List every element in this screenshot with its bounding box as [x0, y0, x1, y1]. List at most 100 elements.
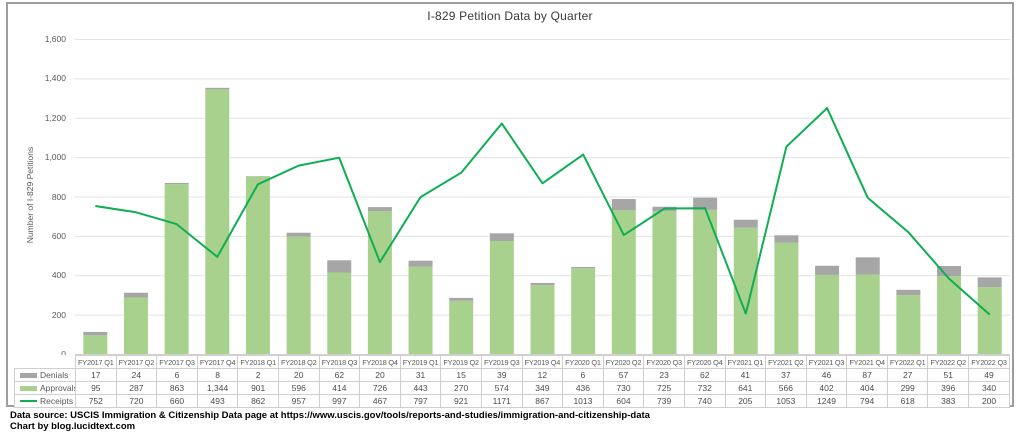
- value-cell: 725: [643, 381, 685, 395]
- y-tick-label: 200: [51, 309, 66, 320]
- bar-segment-approvals: [205, 89, 230, 355]
- value-cell: 752: [75, 394, 117, 408]
- value-cell: 574: [480, 381, 523, 395]
- y-tick-label: 0: [61, 349, 66, 359]
- bar-segment-denials: [855, 257, 880, 275]
- bar-segment-denials: [896, 289, 921, 296]
- value-cell: 732: [683, 381, 726, 395]
- value-cell: 794: [846, 394, 888, 408]
- value-cell: 660: [156, 394, 198, 408]
- value-cell: 1171: [480, 394, 523, 408]
- bar-segment-approvals: [286, 236, 311, 354]
- plot-area: [75, 39, 1010, 355]
- value-cell: 1,344: [196, 381, 239, 395]
- value-cell: 37: [765, 368, 807, 382]
- bar-segment-approvals: [83, 335, 108, 354]
- bar-segment-approvals: [977, 287, 1002, 354]
- bar-segment-denials: [164, 182, 189, 185]
- value-cell: 467: [359, 394, 401, 408]
- value-cell: 867: [521, 394, 564, 408]
- bar-segment-approvals: [367, 211, 392, 354]
- bar-segment-denials: [489, 233, 514, 241]
- chart-frame: I-829 Petition Data by Quarter Number of…: [6, 2, 1014, 408]
- value-cell: 404: [846, 381, 888, 395]
- bar-segment-denials: [733, 219, 758, 228]
- value-cell: 349: [521, 381, 564, 395]
- quarter-header-cell: FY2017 Q2: [115, 355, 158, 369]
- bar-segment-approvals: [327, 272, 352, 354]
- value-cell: 340: [968, 381, 1010, 395]
- value-cell: 95: [75, 381, 117, 395]
- bar-segment-approvals: [855, 274, 880, 354]
- value-cell: 8: [196, 368, 239, 382]
- value-cell: 596: [277, 381, 320, 395]
- legend-bar-swatch: [20, 385, 37, 391]
- footer-note: Data source: USCIS Immigration & Citizen…: [10, 410, 1010, 432]
- value-cell: 87: [846, 368, 888, 382]
- value-cell: 20: [277, 368, 320, 382]
- bar-segment-denials: [449, 297, 474, 301]
- bar-segment-denials: [611, 199, 636, 211]
- quarter-header-cell: FY2017 Q4: [196, 355, 239, 369]
- bar-segment-approvals: [571, 268, 596, 354]
- quarter-header-cell: FY2017 Q3: [156, 355, 198, 369]
- bar-segment-approvals: [530, 285, 555, 354]
- legend-key: Denials: [16, 370, 74, 381]
- value-cell: 2: [237, 368, 279, 382]
- value-cell: 15: [440, 368, 482, 382]
- y-tick-label: 400: [51, 270, 66, 281]
- value-cell: 62: [318, 368, 361, 382]
- bar-segment-denials: [693, 197, 718, 210]
- value-cell: 205: [724, 394, 767, 408]
- bar-segment-approvals: [449, 300, 474, 354]
- value-cell: 414: [318, 381, 361, 395]
- quarter-header-cell: FY2021 Q1: [724, 355, 767, 369]
- chart-title: I-829 Petition Data by Quarter: [427, 9, 593, 23]
- bar-segment-denials: [774, 235, 799, 243]
- value-cell: 1053: [765, 394, 807, 408]
- value-cell: 997: [318, 394, 361, 408]
- legend-label: Approvals: [40, 383, 76, 393]
- bar-segment-approvals: [815, 274, 840, 354]
- value-cell: 720: [115, 394, 158, 408]
- value-cell: 402: [805, 381, 848, 395]
- value-cell: 730: [602, 381, 645, 395]
- y-tick-label: 1,400: [44, 73, 66, 84]
- quarter-header-cell: FY2018 Q3: [318, 355, 361, 369]
- quarter-header-cell: FY2018 Q4: [359, 355, 401, 369]
- value-cell: 6: [562, 368, 604, 382]
- value-cell: 20: [359, 368, 401, 382]
- series-row-header: Receipts: [14, 394, 76, 408]
- quarter-header-cell: FY2022 Q2: [927, 355, 970, 369]
- legend-bar-swatch: [20, 372, 37, 378]
- bar-segment-denials: [815, 265, 840, 275]
- value-cell: 604: [602, 394, 645, 408]
- value-cell: 739: [643, 394, 685, 408]
- value-cell: 396: [927, 381, 970, 395]
- bar-segment-denials: [286, 232, 311, 237]
- bar-segment-approvals: [652, 211, 677, 354]
- credit-line: Chart by blog.lucidtext.com: [10, 421, 136, 432]
- bar-segment-approvals: [937, 276, 962, 354]
- bar-segment-denials: [205, 87, 230, 90]
- bar-segment-approvals: [693, 209, 718, 354]
- value-cell: 6: [156, 368, 198, 382]
- value-cell: 1249: [805, 394, 848, 408]
- value-cell: 921: [440, 394, 482, 408]
- legend-label: Receipts: [40, 396, 74, 406]
- value-cell: 862: [237, 394, 279, 408]
- value-cell: 200: [968, 394, 1010, 408]
- value-cell: 57: [602, 368, 645, 382]
- value-cell: 62: [683, 368, 726, 382]
- series-row-denials: Denials 17 24 6 8 2 20 62 20 31 15 39 12 6 57 23 62 41 37 4…: [14, 368, 1010, 382]
- bar-segment-denials: [937, 266, 962, 277]
- data-source-line: Data source: USCIS Immigration & Citizen…: [10, 410, 650, 421]
- quarter-header-cell: FY2017 Q1: [75, 355, 117, 369]
- value-cell: 436: [562, 381, 604, 395]
- quarter-header-cell: FY2022 Q3: [968, 355, 1010, 369]
- quarter-header-cell: FY2020 Q3: [643, 355, 685, 369]
- bar-segment-approvals: [164, 184, 189, 354]
- bar-segment-denials: [245, 176, 270, 177]
- y-tick-label: 1,600: [44, 34, 66, 44]
